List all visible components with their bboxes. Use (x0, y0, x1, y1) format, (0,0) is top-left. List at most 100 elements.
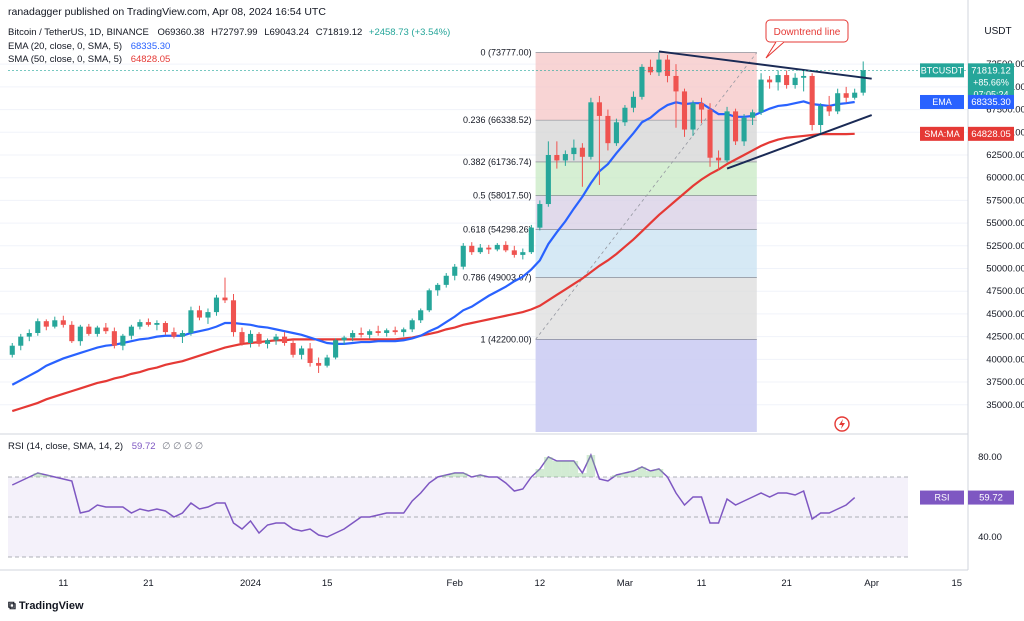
price-tick-label: 50000.00 (986, 264, 1024, 275)
btc-label: BTCUSDT (921, 65, 964, 75)
candle (724, 106, 730, 163)
candle-body (664, 59, 671, 76)
candle-body (375, 331, 381, 333)
sma-price-tag-value: 64828.05 (971, 129, 1011, 140)
candle (18, 333, 24, 351)
rsi-tick-label: 80.00 (978, 452, 1002, 463)
candle (656, 52, 662, 76)
candle-body (741, 117, 747, 142)
time-tick-label: 12 (535, 578, 546, 589)
btc-change-value: +85.66% (973, 77, 1009, 87)
candle-body (528, 227, 534, 253)
candle-body (358, 333, 364, 335)
rsi-value-tag-value-box (968, 490, 1014, 505)
candle-body (792, 77, 798, 86)
candle (273, 333, 279, 345)
candle (247, 330, 254, 348)
candle (94, 325, 100, 337)
candle (613, 118, 619, 146)
candle-body (392, 330, 398, 333)
candle-body (588, 102, 594, 157)
price-tick-label: 42500.00 (986, 332, 1024, 343)
candle (435, 283, 441, 296)
candle-body (247, 333, 254, 343)
candle-body (401, 329, 407, 333)
candle (579, 143, 585, 187)
candle (120, 333, 126, 351)
currency-label: USDT (984, 26, 1011, 37)
time-tick-label: Mar (617, 578, 633, 589)
low-value: L69043.24 (264, 27, 310, 38)
rsi-legend: RSI (14, close, SMA, 14, 2) 59.72 ∅ ∅ ∅ … (8, 441, 203, 452)
price-tick-label: 40000.00 (986, 354, 1024, 365)
price-tick-label: 57500.00 (986, 195, 1024, 206)
candle-body (426, 290, 432, 311)
time-tick-label: 11 (58, 578, 68, 589)
candle-body (630, 96, 636, 108)
candle (154, 320, 160, 331)
alert-icon-ring (834, 416, 850, 432)
downtrend-annotation: Downtrend line (765, 19, 849, 59)
candle-body (43, 321, 49, 327)
candle-body (715, 157, 722, 161)
candle (86, 323, 92, 336)
sma-price-tag-label-box (920, 126, 964, 141)
candle (137, 319, 143, 330)
legend-row: Bitcoin / TetherUS, 1D, BINANCE O69360.3… (8, 27, 450, 38)
time-tick-label: 15 (952, 578, 963, 589)
time-tick-label: 11 (697, 578, 707, 589)
candle (418, 308, 424, 324)
fib-level-label: 0.786 (49003.07) (463, 273, 532, 283)
rsi-legend-label: RSI (14, close, SMA, 14, 2) (8, 441, 124, 452)
candle-body (690, 103, 696, 130)
candle (316, 357, 322, 373)
alert-icon-bolt (839, 419, 845, 429)
candle (758, 73, 764, 116)
candle-body (230, 300, 237, 333)
fib-level-label: 0.382 (61736.74) (463, 157, 532, 167)
time-tick-label: 21 (781, 578, 792, 589)
candle (528, 224, 534, 254)
candle (630, 91, 636, 113)
candle-body (656, 59, 662, 73)
candle-body (809, 75, 815, 126)
candle (673, 64, 679, 128)
candle (452, 263, 458, 281)
candle-body (801, 75, 807, 78)
candle-body (35, 321, 41, 333)
candle-body (681, 91, 688, 130)
candle-body (545, 154, 551, 205)
candle-body (435, 284, 441, 291)
candle-body (282, 336, 288, 343)
trendlines: Downtrend line (658, 19, 873, 170)
candle-body (307, 348, 313, 363)
candle-body (205, 312, 211, 318)
candle (77, 324, 83, 346)
fib-zone-band (535, 339, 757, 432)
candle-body (818, 105, 824, 126)
candle (511, 245, 517, 258)
candle-body (9, 345, 15, 355)
candle (469, 242, 475, 255)
candle-body (137, 322, 143, 327)
candle (443, 273, 449, 288)
candle-body (758, 79, 764, 113)
candle (392, 326, 398, 335)
candle (741, 114, 747, 146)
candle-body (256, 333, 262, 344)
candle (358, 327, 364, 338)
candle (715, 150, 722, 171)
ema-price-tag-label-box (920, 94, 964, 109)
candle-body (494, 244, 500, 250)
candle-body (579, 147, 585, 157)
candle (384, 328, 390, 337)
price-tick-label: 55000.00 (986, 218, 1024, 229)
rsi-value-tag-label-box (920, 490, 964, 505)
candle (299, 345, 305, 360)
candle-body (639, 66, 645, 97)
candle-body (333, 340, 339, 358)
candle (26, 329, 32, 342)
ema-price-tag-value-box (968, 94, 1014, 109)
price-gridlines (0, 63, 968, 406)
candle-body (452, 266, 458, 276)
